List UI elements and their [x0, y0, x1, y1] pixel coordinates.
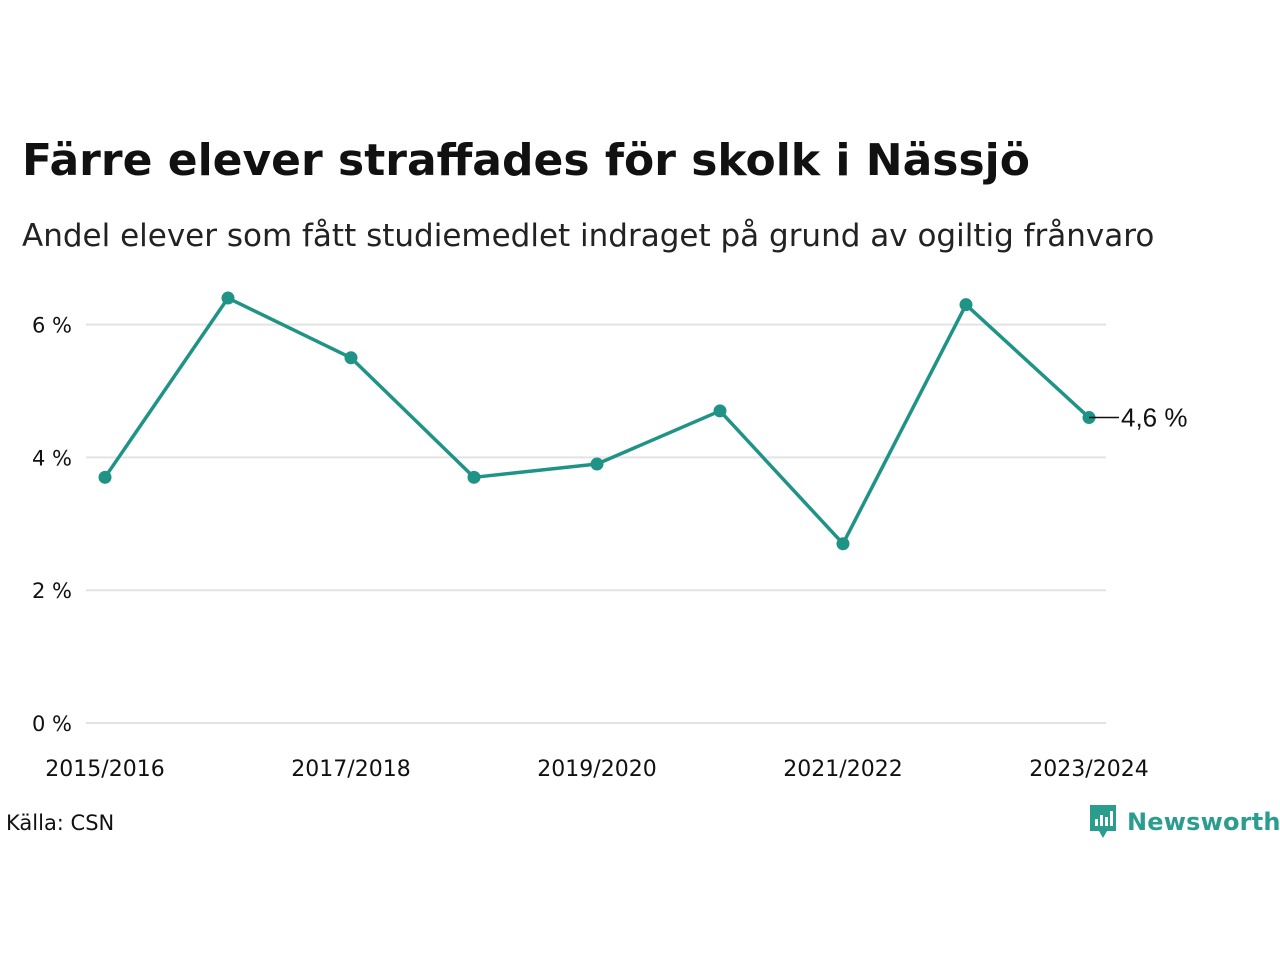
data-point	[467, 470, 481, 484]
source-note: Källa: CSN	[6, 811, 115, 835]
end-value-label-text: 4,6 %	[1121, 403, 1188, 433]
x-axis-tick-labels: 2015/2016 2017/2018 2019/2020 2021/2022 2023…	[45, 757, 1148, 782]
y-tick-label: 4 %	[32, 446, 72, 470]
newsworthy-logo-icon	[1090, 805, 1116, 838]
x-tick-label: 2015/2016	[45, 757, 164, 782]
series-line-path	[103, 296, 1091, 546]
data-point	[98, 470, 112, 484]
x-tick-label: 2023/2024	[1029, 757, 1148, 782]
end-value-label: 4,6 %	[1089, 403, 1188, 433]
grid-lines	[86, 323, 1106, 724]
series-line	[103, 296, 1091, 546]
newsworthy-logo: Newsworthy	[1088, 803, 1280, 841]
data-points	[98, 291, 1096, 551]
y-tick-label: 2 %	[32, 579, 72, 603]
chart-subtitle: Andel elever som fått studiemedlet indra…	[22, 218, 1155, 254]
data-point	[590, 457, 604, 471]
data-point	[836, 537, 850, 551]
chart-title: Färre elever straffades för skolk i Näss…	[22, 135, 1030, 186]
newsworthy-logo-text: Newsworthy	[1127, 808, 1280, 836]
y-axis-tick-labels: 0 % 2 % 4 % 6 %	[32, 314, 72, 736]
y-tick-label: 6 %	[32, 314, 72, 338]
x-tick-label: 2017/2018	[291, 757, 410, 782]
line-chart: 0 % 2 % 4 % 6 % 2015/2016 2017/2018 2019/2020…	[32, 291, 1188, 782]
data-point	[221, 291, 235, 305]
data-point	[344, 351, 358, 365]
data-point	[713, 404, 727, 418]
y-tick-label: 0 %	[32, 712, 72, 736]
x-tick-label: 2019/2020	[537, 757, 656, 782]
x-tick-label: 2021/2022	[783, 757, 902, 782]
data-point	[959, 298, 973, 312]
